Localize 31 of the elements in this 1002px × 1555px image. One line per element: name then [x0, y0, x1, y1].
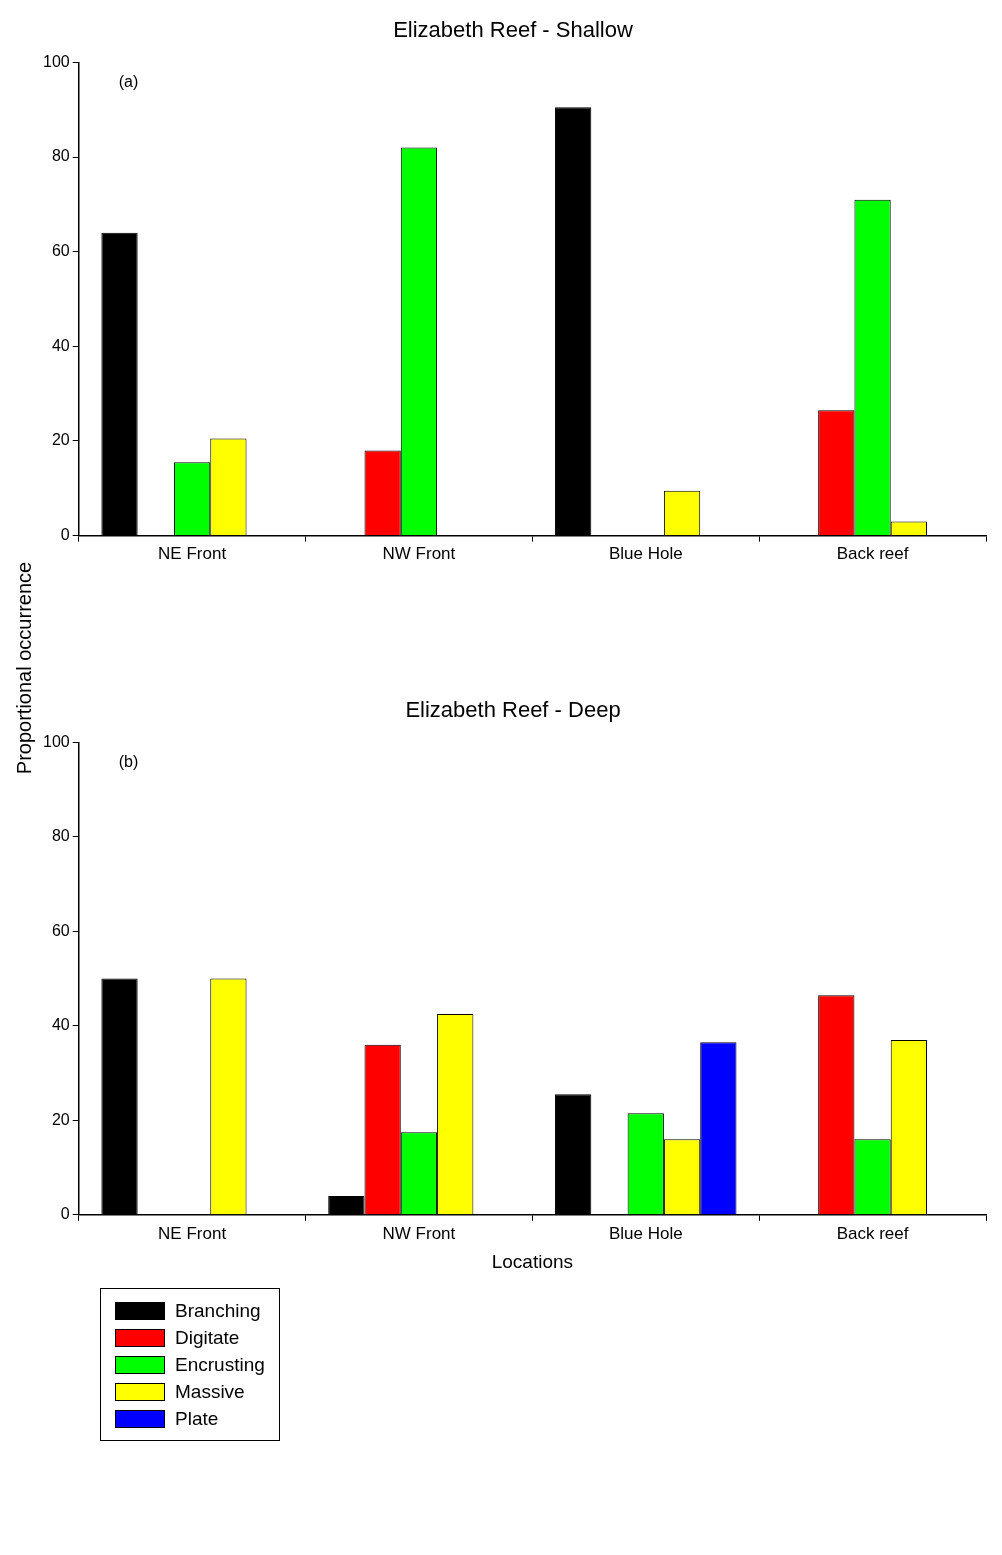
legend-label: Branching: [175, 1299, 261, 1322]
y-tick-label: 60: [51, 242, 70, 260]
y-tick-label: 100: [42, 732, 70, 750]
y-tick-label: 40: [51, 336, 70, 354]
y-axis-title: Proportional occurrence: [12, 561, 36, 775]
x-tick-label: NW Front: [382, 544, 456, 564]
x-tick-label: NW Front: [382, 1223, 456, 1243]
chart-title: Elizabeth Reef - Shallow: [393, 17, 633, 43]
x-tick-label: Back reef: [836, 1223, 909, 1243]
legend-label: Plate: [175, 1407, 219, 1430]
x-tick-label: Blue Hole: [608, 1223, 683, 1243]
y-tick-label: 80: [51, 827, 70, 845]
x-axis-title: Locations: [491, 1250, 574, 1272]
legend-label: Digitate: [175, 1326, 240, 1349]
legend-label: Massive: [175, 1380, 245, 1403]
annotation: (a): [118, 72, 139, 90]
legend-label: Encrusting: [175, 1353, 265, 1376]
y-tick-label: 20: [51, 431, 70, 449]
y-tick-label: 80: [51, 147, 70, 165]
x-tick-label: NE Front: [158, 544, 227, 564]
y-tick-label: 40: [51, 1016, 70, 1034]
x-tick-label: Back reef: [836, 544, 909, 564]
x-tick-label: Blue Hole: [608, 544, 683, 564]
y-tick-label: 20: [51, 1110, 70, 1128]
chart-title: Elizabeth Reef - Deep: [405, 697, 621, 723]
annotation: (b): [118, 752, 139, 770]
y-tick-label: 60: [51, 921, 70, 939]
y-tick-label: 0: [60, 526, 70, 544]
y-tick-label: 100: [42, 52, 70, 70]
y-tick-label: 0: [60, 1205, 70, 1223]
x-tick-label: NE Front: [158, 1223, 227, 1243]
